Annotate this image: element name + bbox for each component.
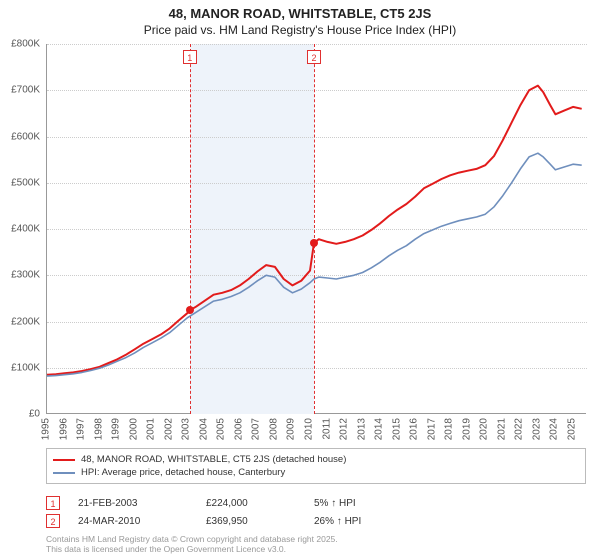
chart-container: 48, MANOR ROAD, WHITSTABLE, CT5 2JS Pric… [0, 0, 600, 560]
sales-table: 1 21-FEB-2003 £224,000 5% ↑ HPI 2 24-MAR… [46, 494, 586, 530]
x-tick-label: 2008 [268, 418, 279, 440]
title-line2: Price paid vs. HM Land Registry's House … [0, 23, 600, 37]
x-tick-label: 2006 [233, 418, 244, 440]
legend-label-1: HPI: Average price, detached house, Cant… [81, 467, 285, 478]
x-tick-label: 1997 [76, 418, 87, 440]
sales-row: 2 24-MAR-2010 £369,950 26% ↑ HPI [46, 512, 586, 530]
sales-row: 1 21-FEB-2003 £224,000 5% ↑ HPI [46, 494, 586, 512]
title-line1: 48, MANOR ROAD, WHITSTABLE, CT5 2JS [0, 6, 600, 21]
x-tick-label: 2020 [479, 418, 490, 440]
x-tick-label: 2022 [514, 418, 525, 440]
x-tick-label: 2010 [303, 418, 314, 440]
sale-marker-2: 2 [46, 514, 60, 528]
y-tick-label: £600K [0, 131, 40, 142]
y-tick-label: £800K [0, 39, 40, 50]
x-tick-label: 2000 [128, 418, 139, 440]
x-tick-label: 2001 [146, 418, 157, 440]
legend-item: HPI: Average price, detached house, Cant… [53, 466, 579, 479]
footnote-line1: Contains HM Land Registry data © Crown c… [46, 534, 586, 544]
x-tick-label: 2013 [356, 418, 367, 440]
plot-region: 12 [46, 44, 586, 414]
x-tick-label: 2019 [461, 418, 472, 440]
legend-swatch-1 [53, 472, 75, 474]
y-tick-label: £300K [0, 270, 40, 281]
y-tick-label: £200K [0, 316, 40, 327]
x-tick-label: 2025 [566, 418, 577, 440]
x-tick-label: 2024 [549, 418, 560, 440]
x-tick-label: 2007 [251, 418, 262, 440]
sale-marker-box: 2 [307, 50, 321, 64]
legend-item: 48, MANOR ROAD, WHITSTABLE, CT5 2JS (det… [53, 453, 579, 466]
y-tick-label: £700K [0, 85, 40, 96]
sale-price: £369,950 [206, 516, 296, 527]
legend: 48, MANOR ROAD, WHITSTABLE, CT5 2JS (det… [46, 448, 586, 484]
legend-swatch-0 [53, 459, 75, 461]
x-tick-label: 1995 [41, 418, 52, 440]
legend-label-0: 48, MANOR ROAD, WHITSTABLE, CT5 2JS (det… [81, 454, 346, 465]
x-tick-label: 2016 [409, 418, 420, 440]
chart-area: £0£100K£200K£300K£400K£500K£600K£700K£80… [46, 44, 586, 414]
x-tick-label: 2011 [321, 418, 332, 440]
x-tick-label: 2002 [163, 418, 174, 440]
x-tick-label: 1996 [58, 418, 69, 440]
sale-dot [186, 306, 194, 314]
sale-marker-box: 1 [183, 50, 197, 64]
x-tick-label: 2012 [339, 418, 350, 440]
y-tick-label: £500K [0, 177, 40, 188]
x-tick-label: 1999 [111, 418, 122, 440]
x-tick-label: 2005 [216, 418, 227, 440]
footnote: Contains HM Land Registry data © Crown c… [46, 534, 586, 554]
sale-price: £224,000 [206, 498, 296, 509]
line-series-svg [47, 44, 587, 414]
series-line-hpi [47, 153, 582, 376]
x-tick-label: 2017 [426, 418, 437, 440]
sale-dot [310, 239, 318, 247]
x-tick-label: 2003 [181, 418, 192, 440]
footnote-line2: This data is licensed under the Open Gov… [46, 544, 586, 554]
y-tick-label: £0 [0, 409, 40, 420]
y-tick-label: £100K [0, 362, 40, 373]
x-tick-label: 2021 [496, 418, 507, 440]
x-tick-label: 2018 [444, 418, 455, 440]
series-line-property [47, 86, 582, 375]
x-tick-label: 2015 [391, 418, 402, 440]
x-tick-label: 2009 [286, 418, 297, 440]
x-tick-label: 2014 [374, 418, 385, 440]
sale-date: 24-MAR-2010 [78, 516, 188, 527]
sale-delta: 26% ↑ HPI [314, 516, 394, 527]
y-tick-label: £400K [0, 224, 40, 235]
sale-marker-1: 1 [46, 496, 60, 510]
sale-delta: 5% ↑ HPI [314, 498, 394, 509]
x-tick-label: 1998 [93, 418, 104, 440]
x-tick-label: 2023 [531, 418, 542, 440]
title-block: 48, MANOR ROAD, WHITSTABLE, CT5 2JS Pric… [0, 0, 600, 39]
x-tick-label: 2004 [198, 418, 209, 440]
sale-date: 21-FEB-2003 [78, 498, 188, 509]
